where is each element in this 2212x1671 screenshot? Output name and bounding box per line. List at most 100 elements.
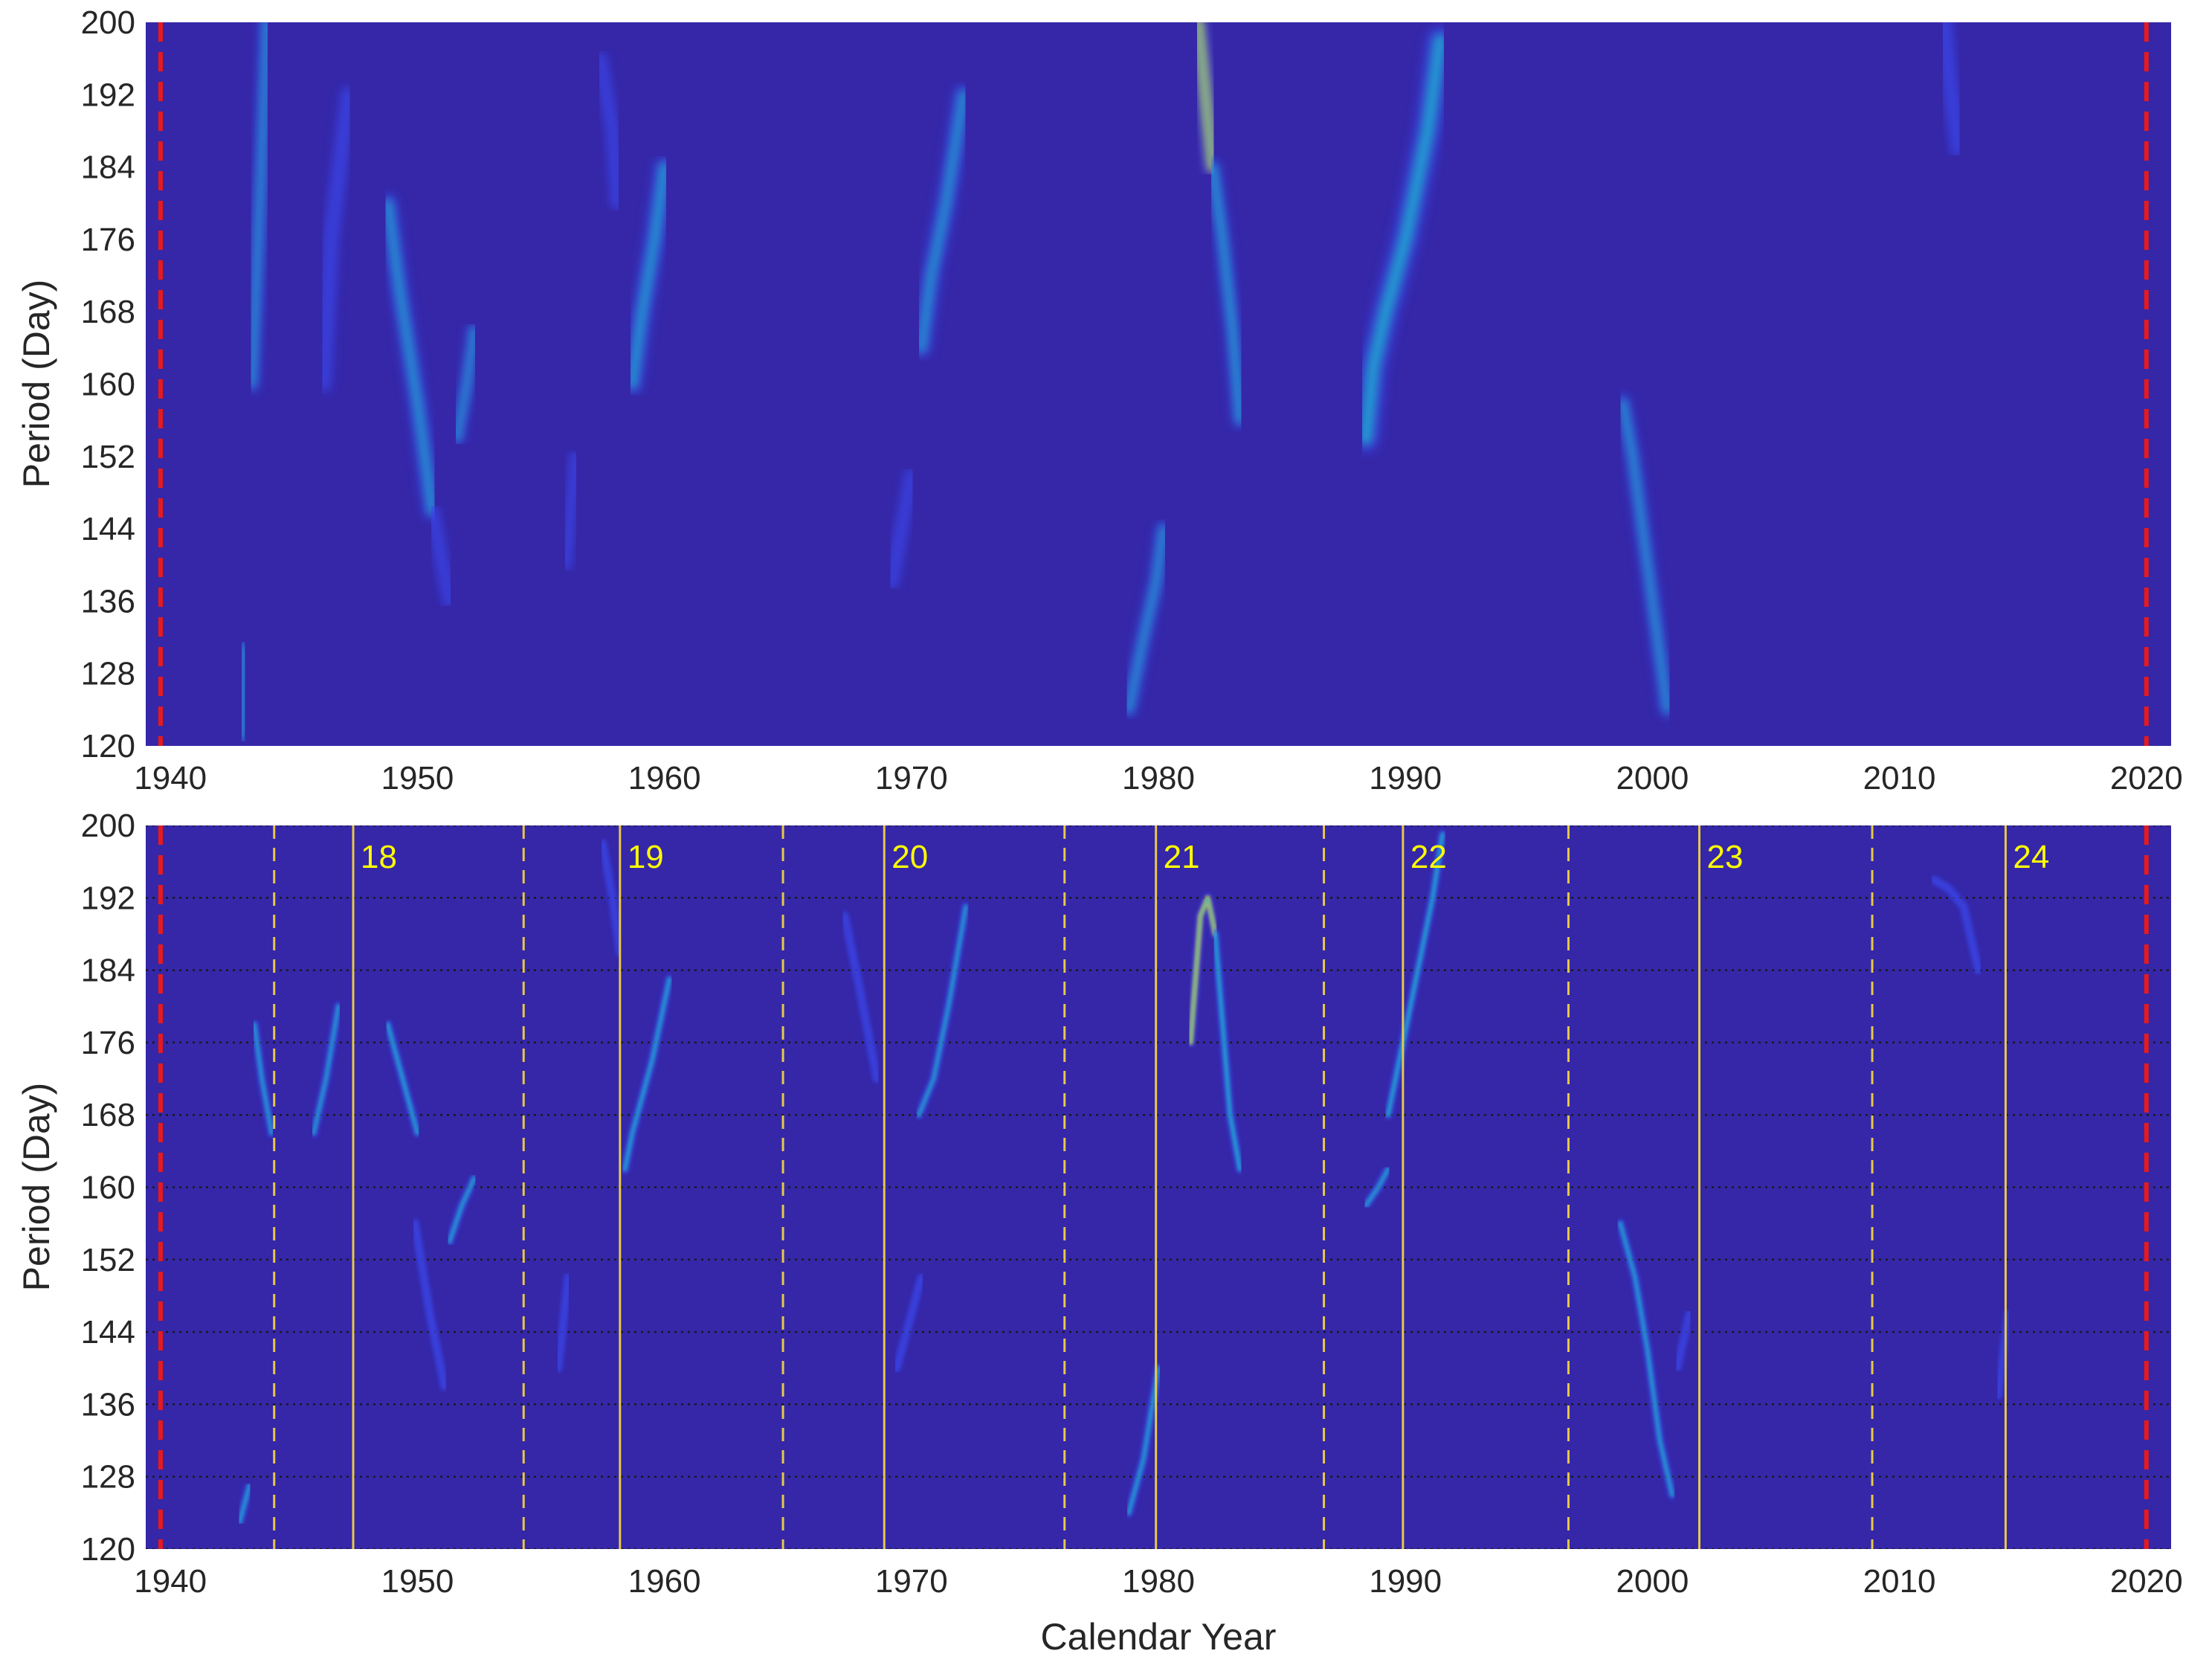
top-ridges — [156, 22, 1969, 745]
bottom-x-ticks: 1940 1950 1960 1970 1980 1990 2000 2010 2020 — [134, 1563, 2182, 1600]
y-tick-label: 176 — [81, 1025, 135, 1061]
bottom-overlays — [158, 825, 2149, 1549]
top-ridge — [243, 22, 276, 393]
bottom-ridge — [839, 911, 882, 1084]
cycle-number-label: 23 — [1707, 839, 1744, 875]
top-ridge — [1120, 520, 1173, 719]
bottom-y-axis-label: Period (Day) — [16, 1083, 57, 1292]
bottom-ridge — [553, 1272, 573, 1374]
y-tick-label: 152 — [81, 1242, 135, 1278]
x-tick-label: 2010 — [1863, 1563, 1936, 1600]
top-ridge — [1934, 22, 1969, 159]
bottom-ridge — [382, 1019, 423, 1139]
top-overlays — [158, 22, 2149, 746]
bottom-ridge — [1185, 892, 1221, 1048]
bottom-ridge — [1123, 1363, 1164, 1518]
top-y-ticks: 120 128 136 144 152 160 168 176 184 192 200 — [81, 4, 135, 764]
cycle-number-label: 24 — [2013, 839, 2049, 875]
x-tick-label: 1940 — [134, 1563, 207, 1600]
y-tick-label: 136 — [81, 1386, 135, 1423]
bottom-ridge — [1672, 1309, 1695, 1374]
y-tick-label: 160 — [81, 367, 135, 403]
bottom-y-ticks: 120 128 136 144 152 160 168 176 184 192 200 — [81, 808, 135, 1568]
cycle-number-label: 19 — [628, 839, 664, 875]
bottom-grid — [146, 825, 2171, 1549]
cycle-number-label: 22 — [1410, 839, 1447, 875]
y-tick-label: 168 — [81, 1097, 135, 1133]
top-ridge — [593, 51, 625, 211]
x-tick-label: 1980 — [1122, 760, 1195, 796]
top-ridge — [1350, 25, 1455, 454]
y-tick-label: 128 — [81, 1459, 135, 1495]
x-tick-label: 2010 — [1863, 760, 1936, 796]
bottom-ridge — [914, 901, 971, 1120]
x-tick-label: 1940 — [134, 760, 207, 796]
cycle-number-label: 20 — [891, 839, 928, 875]
x-tick-label: 1970 — [875, 1563, 948, 1600]
bottom-ridge — [891, 1272, 926, 1374]
x-tick-label: 2020 — [2110, 760, 2183, 796]
top-ridge — [883, 466, 920, 591]
bottom-ridge — [597, 838, 625, 957]
bottom-ridge — [1929, 875, 1984, 976]
top-ridge — [234, 638, 253, 745]
top-ridge — [1187, 22, 1223, 178]
y-tick-label: 144 — [81, 1314, 135, 1350]
bottom-ridge — [410, 1218, 450, 1391]
top-x-ticks: 1940 1950 1960 1970 1980 1990 2000 2010 2020 — [134, 760, 2182, 796]
y-tick-label: 120 — [81, 728, 135, 764]
y-tick-label: 200 — [81, 4, 135, 41]
y-tick-label: 144 — [81, 511, 135, 547]
x-tick-label: 1950 — [381, 1563, 454, 1600]
bottom-ridge — [444, 1173, 480, 1247]
x-tick-label: 1970 — [875, 760, 948, 796]
top-plot-area — [146, 22, 2171, 746]
y-tick-label: 128 — [81, 656, 135, 692]
top-ridge — [1204, 158, 1249, 429]
bottom-ridge — [249, 1019, 277, 1139]
y-tick-label: 160 — [81, 1170, 135, 1206]
y-tick-label: 136 — [81, 583, 135, 619]
bottom-ridge — [234, 1481, 255, 1527]
y-tick-label: 120 — [81, 1531, 135, 1568]
y-tick-label: 184 — [81, 149, 135, 186]
x-tick-label: 1990 — [1369, 1563, 1442, 1600]
y-tick-label: 192 — [81, 880, 135, 916]
y-tick-label: 184 — [81, 953, 135, 989]
top-panel: 1940 1950 1960 1970 1980 1990 2000 2010 2020 120… — [16, 4, 2183, 796]
top-ridge — [1613, 393, 1677, 719]
y-tick-label: 176 — [81, 222, 135, 258]
bottom-ridge — [1615, 1218, 1677, 1500]
top-y-axis-label: Period (Day) — [16, 280, 57, 489]
cycle-number-label: 21 — [1164, 839, 1200, 875]
y-tick-label: 192 — [81, 77, 135, 113]
x-tick-label: 1960 — [628, 760, 701, 796]
x-tick-label: 1950 — [381, 760, 454, 796]
bottom-cycle-labels: 18 19 20 21 22 23 24 — [361, 839, 2049, 875]
top-ridge — [621, 155, 676, 396]
bottom-ridge — [619, 974, 674, 1174]
bottom-ridge — [309, 1001, 344, 1139]
cycle-number-label: 18 — [361, 839, 397, 875]
bottom-ridge — [1383, 829, 1448, 1120]
top-ridge — [377, 193, 443, 521]
top-ridge — [448, 321, 483, 447]
x-tick-label: 2000 — [1616, 760, 1689, 796]
x-tick-label: 2020 — [2110, 1563, 2183, 1600]
y-tick-label: 200 — [81, 808, 135, 844]
top-ridge — [425, 503, 457, 609]
x-tick-label: 1990 — [1369, 760, 1442, 796]
top-ridge — [558, 449, 583, 572]
bottom-panel: 18 19 20 21 22 23 24 1940 1950 1960 1970 1980 1990 2… — [16, 808, 2183, 1658]
top-ridge — [910, 83, 975, 359]
x-tick-label: 1980 — [1122, 1563, 1195, 1600]
bottom-ridge — [1210, 929, 1245, 1174]
bottom-ridge — [1361, 1164, 1393, 1211]
x-tick-label: 1960 — [628, 1563, 701, 1600]
x-tick-label: 2000 — [1616, 1563, 1689, 1600]
x-axis-label: Calendar Year — [1041, 1616, 1277, 1658]
top-ridge — [315, 86, 358, 393]
y-tick-label: 168 — [81, 294, 135, 330]
y-tick-label: 152 — [81, 439, 135, 475]
